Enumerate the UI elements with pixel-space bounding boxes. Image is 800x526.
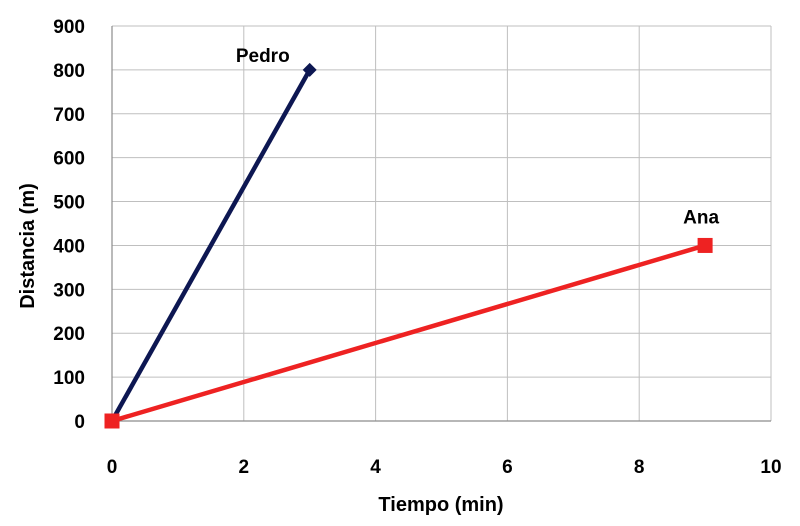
series-layer: Pedro Ana xyxy=(104,46,719,429)
y-tick-label: 100 xyxy=(53,368,85,389)
x-tick-label: 6 xyxy=(502,457,513,478)
x-tick-label: 4 xyxy=(370,457,381,478)
y-tick-label: 200 xyxy=(53,324,85,345)
x-axis-title: Tiempo (min) xyxy=(378,494,503,516)
y-tick-label: 300 xyxy=(53,280,85,301)
data-point-marker xyxy=(104,413,120,429)
series-line-pedro xyxy=(110,68,312,423)
series-line-ana xyxy=(111,243,706,424)
x-tick-label: 2 xyxy=(239,457,250,478)
axes xyxy=(111,26,771,422)
y-tick-label: 0 xyxy=(74,412,85,433)
y-tick-labels: 0 100 200 300 400 500 600 700 800 900 xyxy=(53,17,85,433)
x-tick-labels: 0 2 4 6 8 10 xyxy=(107,457,782,478)
y-tick-label: 600 xyxy=(53,149,85,170)
y-tick-label: 900 xyxy=(53,17,85,38)
y-tick-label: 400 xyxy=(53,236,85,257)
y-tick-label: 800 xyxy=(53,61,85,82)
y-tick-label: 500 xyxy=(53,193,85,214)
x-tick-label: 0 xyxy=(107,457,118,478)
x-tick-label: 10 xyxy=(760,457,781,478)
series-label-pedro: Pedro xyxy=(236,46,290,67)
data-point-marker xyxy=(302,62,317,77)
x-tick-label: 8 xyxy=(634,457,645,478)
y-axis-title: Distancia (m) xyxy=(17,183,39,309)
grid xyxy=(112,25,772,421)
series-label-ana: Ana xyxy=(683,207,719,228)
data-point-marker xyxy=(697,237,713,253)
y-tick-label: 700 xyxy=(53,105,85,126)
